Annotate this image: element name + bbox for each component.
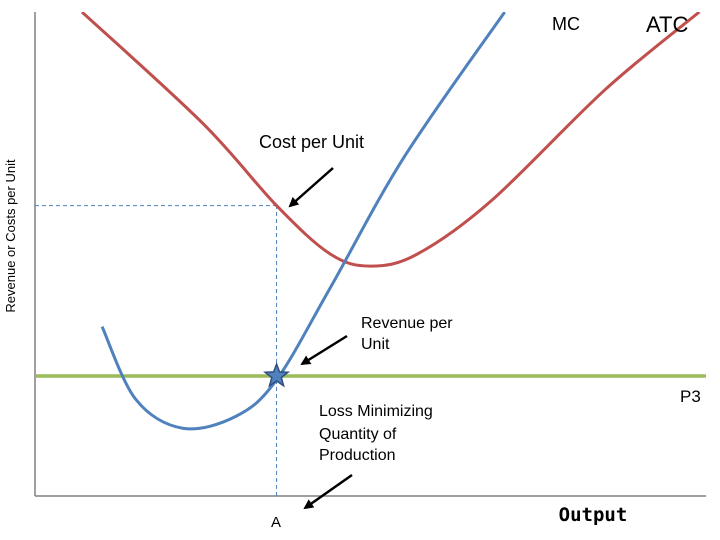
- loss-minimizing-annotation: Loss Minimizing Quantity of Production: [319, 403, 437, 464]
- mc-label: MC: [552, 14, 580, 34]
- loss-minimizing-point-star: [263, 361, 291, 388]
- x-axis-title: Output: [559, 504, 628, 526]
- loss-minimizing-arrow: [303, 473, 353, 510]
- mc-curve: [100, 12, 506, 431]
- p3-label: P3: [680, 387, 701, 406]
- revenue-per-unit-annotation: Revenue per Unit: [361, 315, 457, 353]
- x-tick-a: A: [271, 514, 281, 531]
- y-axis-title: Revenue or Costs per Unit: [3, 159, 18, 313]
- atc-label: ATC: [646, 12, 688, 37]
- revenue-per-unit-arrow: [300, 334, 348, 366]
- cost-per-unit-arrow: [288, 167, 334, 208]
- atc-curve: [80, 12, 701, 268]
- cost-per-unit-annotation: Cost per Unit: [259, 132, 364, 152]
